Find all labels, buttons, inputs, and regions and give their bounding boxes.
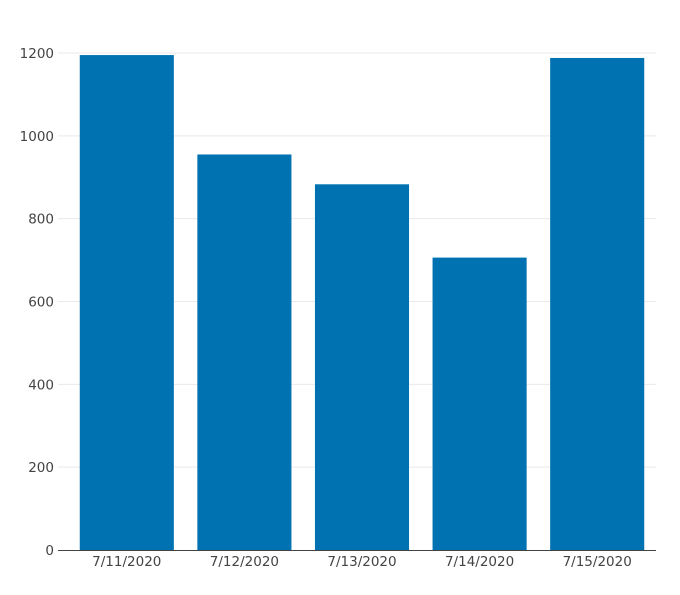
bar-7-12-2020[interactable] [197,154,292,551]
x-tick-label: 7/11/2020 [92,554,161,570]
bar-7-11-2020[interactable] [79,55,174,551]
y-axis-tick-labels: 0 200 400 600 800 1000 1200 [20,46,54,559]
x-tick-label: 7/12/2020 [210,554,279,570]
bars [79,55,645,551]
y-tick-label: 600 [28,295,54,311]
x-tick-label: 7/13/2020 [327,554,396,570]
y-tick-label: 400 [28,377,54,393]
x-tick-label: 7/14/2020 [445,554,514,570]
y-tick-label: 0 [45,543,54,559]
x-axis-tick-labels: 7/11/2020 7/12/2020 7/13/2020 7/14/2020 7/15… [92,554,632,570]
bar-7-15-2020[interactable] [550,57,645,550]
y-tick-label: 1200 [20,46,54,62]
y-tick-label: 200 [28,460,54,476]
y-tick-label: 800 [28,212,54,228]
y-tick-label: 1000 [20,129,54,145]
bar-7-14-2020[interactable] [432,257,527,550]
bar-7-13-2020[interactable] [314,184,410,550]
x-tick-label: 7/15/2020 [563,554,632,570]
